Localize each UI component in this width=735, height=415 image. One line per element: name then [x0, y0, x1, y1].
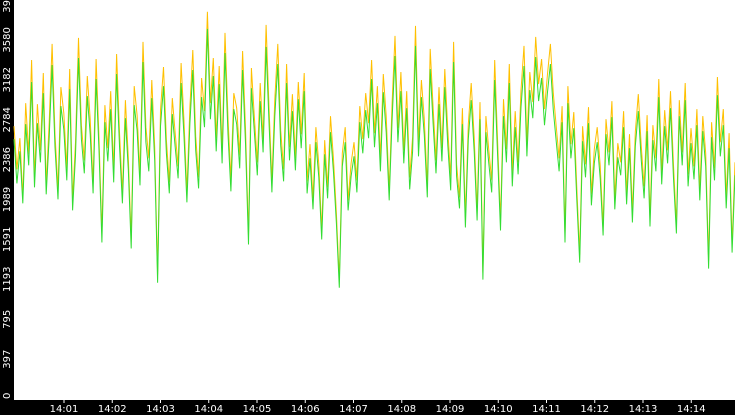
y-tick-label: 2386: [2, 147, 13, 172]
x-tick-label: 14:12: [580, 404, 609, 415]
x-axis-band: [0, 400, 735, 415]
y-axis-band: [0, 0, 14, 415]
series-layer: [13, 11, 735, 288]
y-tick-label: 1193: [2, 267, 13, 292]
y-tick-label: 397: [2, 350, 13, 369]
x-tick-label: 14:04: [194, 404, 223, 415]
y-axis-ticks: 0 397 795 1193 1591 1989 2386 2784 3182 3580 3978: [2, 0, 13, 399]
y-tick-label: 0: [2, 393, 13, 399]
x-tick-label: 14:10: [484, 404, 513, 415]
y-tick-label: 3182: [2, 67, 13, 92]
y-tick-label: 3978: [2, 0, 13, 13]
x-tick-label: 14:02: [98, 404, 127, 415]
y-tick-label: 2784: [2, 107, 13, 132]
x-tick-label: 14:13: [629, 404, 658, 415]
y-tick-label: 795: [2, 310, 13, 329]
x-tick-label: 14:09: [436, 404, 465, 415]
x-tick-label: 14:11: [532, 404, 561, 415]
x-tick-label: 14:05: [243, 404, 272, 415]
y-tick-label: 3580: [2, 27, 13, 52]
x-tick-label: 14:06: [291, 404, 320, 415]
y-tick-label: 1591: [2, 227, 13, 252]
x-tick-label: 14:08: [387, 404, 416, 415]
x-tick-label: 14:01: [50, 404, 79, 415]
series-line-2: [13, 28, 735, 288]
x-tick-label: 14:14: [677, 404, 706, 415]
x-axis-ticks: 14:01 14:02 14:03 14:04 14:05 14:06 14:07 14:08…: [50, 400, 706, 415]
y-tick-label: 1989: [2, 187, 13, 212]
x-tick-label: 14:03: [146, 404, 175, 415]
x-tick-label: 14:07: [339, 404, 368, 415]
